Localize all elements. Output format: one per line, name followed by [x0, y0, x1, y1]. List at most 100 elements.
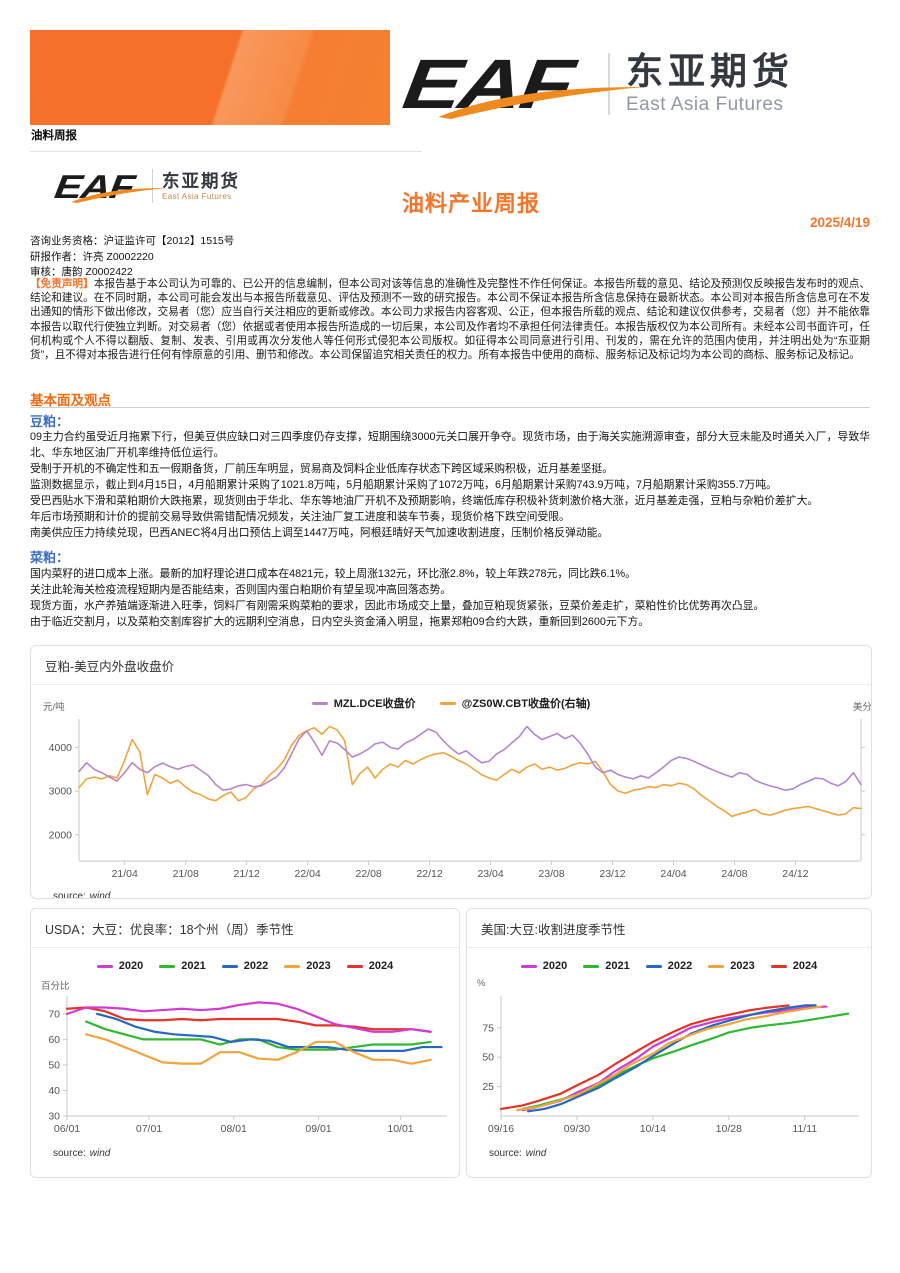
- series-line: [499, 1004, 790, 1111]
- chart-legend: 2020 2021 2022 2023 2024: [467, 954, 871, 978]
- orange-banner: [30, 30, 390, 125]
- brand-divider-small: [152, 169, 153, 203]
- rapemeal-paragraph: 由于临近交割月，以及菜粕交割库容扩大的远期利空消息，日内空头资金涌入明显，拖累郑…: [30, 616, 650, 628]
- x-tick-label: 09/01: [305, 1123, 331, 1135]
- y-tick-label: 75: [482, 1022, 494, 1034]
- credential-author: 研报作者：许亮 Z0002220: [30, 250, 154, 263]
- left-axis-unit-label: 元/吨: [43, 702, 65, 713]
- legend-item: 2023: [708, 960, 755, 972]
- y-tick-label: 25: [482, 1081, 494, 1093]
- rapemeal-paragraph: 现货方面，水产养殖端逐渐进入旺季，饲料厂有刚需采购菜粕的要求，因此市场成交上量，…: [30, 600, 765, 612]
- legend-swatch: [645, 964, 662, 968]
- legend-swatch: [311, 701, 328, 705]
- legend-label: 2022: [667, 960, 693, 972]
- legend-label: 2023: [730, 960, 755, 972]
- x-tick-label: 21/04: [112, 868, 138, 880]
- x-tick-label: 23/08: [538, 868, 564, 880]
- rapemeal-paragraph: 国内菜籽的进口成本上涨。最新的加籽理论进口成本在4821元，较上周涨132元，环…: [30, 568, 636, 580]
- chart-source: source: wind: [53, 1148, 459, 1159]
- legend-swatch: [583, 964, 600, 968]
- line-chart-plot: 30 40 50 60 70 06/01 07/01 08/01 09/01 10/01: [48, 996, 447, 1135]
- x-tick-label: 22/04: [295, 868, 321, 880]
- series-line: [85, 1033, 432, 1065]
- x-tick-label: 24/04: [660, 868, 686, 880]
- y-tick-label: 50: [482, 1052, 494, 1064]
- series-line: [65, 1006, 432, 1033]
- x-tick-label: 22/12: [416, 868, 442, 880]
- weekly-report-label: 油料周报: [31, 130, 77, 142]
- legend-label: MZL.DCE收盘价: [333, 698, 416, 710]
- header-divider-line: [30, 151, 422, 152]
- legend-swatch: [520, 964, 537, 968]
- x-tick-label: 22/08: [355, 868, 381, 880]
- rapemeal-paragraph: 关注此轮海关检疫流程短期内是否能结束，否则国内蛋白粕期价有望呈现冲高回落态势。: [30, 584, 452, 596]
- legend-swatch: [346, 964, 363, 968]
- brand-lockup-small: EAF 东亚期货 East Asia Futures: [52, 164, 240, 208]
- series-line: [65, 1001, 432, 1033]
- x-tick-label: 09/30: [564, 1123, 590, 1135]
- brand-names-large: 东亚期货 East Asia Futures: [626, 51, 794, 116]
- rapemeal-paragraphs: 国内菜籽的进口成本上涨。最新的加籽理论进口成本在4821元，较上周涨132元，环…: [30, 566, 870, 630]
- brand-names-small: 东亚期货 East Asia Futures: [162, 171, 240, 200]
- soymeal-paragraph: 受巴西贴水下滑和菜粕期价大跌拖累，现货则由于华北、华东等地油厂开机不及预期影响，…: [30, 495, 819, 507]
- disclaimer: 【免责声明】本报告基于本公司认为可靠的、已公开的信息编制，但本公司对该等信息的准…: [30, 277, 870, 362]
- chart-source: source: wind: [489, 1148, 871, 1159]
- legend-item: 2020: [520, 960, 568, 972]
- y-tick-label: 30: [48, 1111, 60, 1123]
- chart-header-row: 元/吨 MZL.DCE收盘价 @ZS0W.CBT收盘价(右轴) 美分/蒲: [31, 691, 871, 715]
- x-tick-label: 23/04: [477, 868, 503, 880]
- soymeal-paragraph: 南美供应压力持续兑现，巴西ANEC将4月出口预估上调至1447万吨，阿根廷晴好天…: [30, 527, 609, 539]
- x-tick-label: 10/14: [640, 1123, 666, 1135]
- x-tick-label: 08/01: [221, 1123, 247, 1135]
- legend-swatch: [159, 964, 176, 968]
- series-line: [95, 1012, 443, 1052]
- legend-swatch: [96, 964, 113, 968]
- disclaimer-text: 本报告基于本公司认为可靠的、已公开的信息编制，但本公司对该等信息的准确性及完整性…: [30, 278, 871, 362]
- legend-label: 2020: [118, 960, 144, 972]
- x-tick-label: 21/12: [234, 868, 260, 880]
- legend-swatch: [439, 701, 456, 705]
- source-label: source:: [489, 1148, 522, 1159]
- soymeal-paragraphs: 09主力合约虽受近月拖累下行，但美豆供应缺口对三四季度仍存支撑，短期围绕3000…: [30, 429, 870, 541]
- x-tick-label: 21/08: [173, 868, 199, 880]
- x-tick-label: 06/01: [54, 1123, 80, 1135]
- brand-name-cn-small: 东亚期货: [162, 171, 240, 192]
- chart-legend: 2020 2021 2022 2023 2024: [31, 954, 459, 978]
- disclaimer-label: 【免责声明】: [30, 278, 94, 290]
- legend-label: 2023: [306, 960, 331, 972]
- y-tick-label: 60: [48, 1034, 60, 1046]
- legend-item: 2021: [159, 960, 206, 972]
- section-divider-line: [30, 407, 870, 408]
- chart-title: 美国:大豆:收割进度季节性: [467, 909, 871, 948]
- brand-divider: [608, 53, 610, 115]
- soymeal-paragraph: 监测数据显示，截止到4月15日，4月船期累计采购了1021.8万吨，5月船期累计…: [30, 479, 777, 491]
- brand-lockup-large: EAF 东亚期货 East Asia Futures: [399, 42, 794, 126]
- chart-header-row: 2020 2021 2022 2023 2024: [31, 954, 459, 978]
- legend-swatch: [221, 964, 238, 968]
- legend-label: 2022: [243, 960, 269, 972]
- x-tick-label: 23/12: [599, 868, 625, 880]
- legend-swatch: [708, 964, 725, 968]
- legend-item: 2022: [221, 960, 269, 972]
- legend-label: 2020: [542, 960, 568, 972]
- y-tick-label: 40: [48, 1085, 60, 1097]
- legend-label: @ZS0W.CBT收盘价(右轴): [461, 698, 591, 710]
- legend-item: 2021: [583, 960, 630, 972]
- legend-item: MZL.DCE收盘价: [311, 695, 416, 711]
- legend-swatch: [284, 964, 301, 968]
- legend-swatch: [770, 964, 787, 968]
- x-tick-label: 24/08: [721, 868, 747, 880]
- x-tick-label: 11/11: [792, 1123, 817, 1135]
- subsection-title-rapemeal: 菜粕：: [30, 550, 70, 565]
- series-line: [78, 725, 862, 818]
- source-value: wind: [89, 1148, 111, 1159]
- credential-reviewer: 审核：唐韵 Z0002422: [30, 266, 133, 278]
- legend-label: 2024: [792, 960, 818, 972]
- eaf-logo-small: EAF: [52, 168, 167, 205]
- right-axis-unit-label: 美分/蒲: [852, 702, 872, 713]
- y-tick-label: 50: [48, 1059, 60, 1071]
- legend-label: 2024: [368, 960, 394, 972]
- legend-item: 2022: [645, 960, 693, 972]
- series-line: [78, 725, 862, 792]
- line-chart-plot: 2000 3000 4000 21/04 21/08 21/12 22/04 22/08 22/…: [49, 719, 865, 880]
